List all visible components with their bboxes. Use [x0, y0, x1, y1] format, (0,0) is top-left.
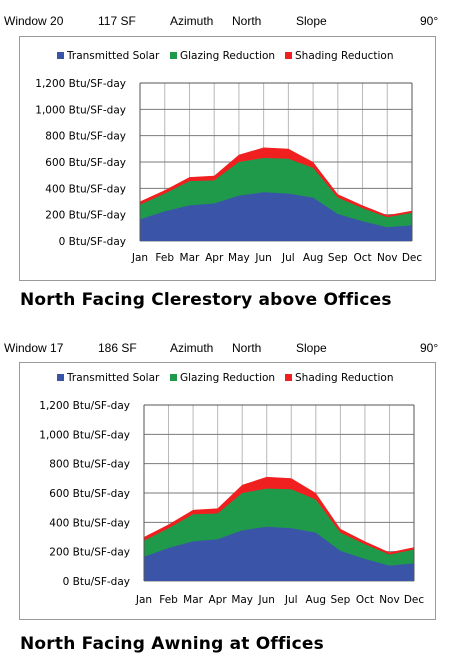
chart-caption-2: North Facing Awning at Offices — [20, 634, 324, 654]
azimuth-value: North — [232, 341, 262, 355]
legend-label: Transmitted Solar — [66, 372, 160, 384]
chart-caption-1: North Facing Clerestory above Offices — [20, 290, 392, 310]
legend-item: Glazing Reduction — [170, 50, 275, 62]
chart-2: Transmitted Solar Glazing Reduction Shadin… — [39, 372, 425, 606]
chart-panel-2: Transmitted Solar Glazing Reduction Shadin… — [19, 362, 436, 620]
window-area: 117 SF — [98, 14, 136, 28]
x-tick-label: Oct — [356, 594, 374, 606]
x-tick-label: Aug — [306, 594, 327, 606]
legend-swatch — [285, 52, 292, 59]
y-tick-label: 1,000 Btu/SF-day — [35, 104, 126, 116]
x-tick-label: Feb — [159, 594, 178, 606]
x-tick-label: Aug — [303, 252, 324, 264]
slope-label: Slope — [296, 341, 327, 355]
x-tick-label: Apr — [205, 252, 224, 264]
x-tick-label: Sep — [330, 594, 350, 606]
x-tick-label: Mar — [180, 252, 200, 264]
x-tick-label: Nov — [377, 252, 398, 264]
y-tick-label: 400 Btu/SF-day — [49, 517, 130, 529]
y-tick-label: 600 Btu/SF-day — [49, 488, 130, 500]
x-tick-label: May — [231, 594, 253, 606]
y-tick-label: 200 Btu/SF-day — [49, 547, 130, 559]
legend-label: Shading Reduction — [295, 50, 393, 62]
x-tick-label: Jun — [254, 252, 271, 264]
x-tick-label: Jan — [135, 594, 152, 606]
slope-value: 90° — [420, 14, 439, 28]
y-tick-label: 400 Btu/SF-day — [45, 183, 126, 195]
x-tick-label: Feb — [155, 252, 174, 264]
chart-panel-1: Transmitted Solar Glazing Reduction Shadin… — [19, 36, 436, 281]
x-tick-label: Mar — [183, 594, 203, 606]
y-tick-label: 600 Btu/SF-day — [45, 157, 126, 169]
x-tick-label: Dec — [402, 252, 423, 264]
legend-item: Transmitted Solar — [57, 50, 160, 62]
x-tick-label: Jul — [281, 252, 295, 264]
y-tick-label: 0 Btu/SF-day — [59, 236, 126, 248]
legend-item: Transmitted Solar — [57, 372, 160, 384]
legend-item: Glazing Reduction — [170, 372, 275, 384]
azimuth-label: Azimuth — [170, 14, 214, 28]
legend-swatch — [285, 374, 292, 381]
legend-label: Glazing Reduction — [180, 372, 275, 384]
slope-value: 90° — [420, 341, 439, 355]
y-tick-label: 1,200 Btu/SF-day — [39, 400, 130, 412]
window-name: Window 20 — [4, 14, 64, 28]
legend-item: Shading Reduction — [285, 50, 393, 62]
x-tick-label: Dec — [404, 594, 425, 606]
window-area: 186 SF — [98, 341, 137, 355]
legend-label: Shading Reduction — [295, 372, 393, 384]
x-tick-label: Jun — [258, 594, 275, 606]
y-tick-label: 200 Btu/SF-day — [45, 210, 126, 222]
x-tick-label: Sep — [328, 252, 348, 264]
x-tick-label: Jan — [131, 252, 148, 264]
x-tick-label: Apr — [209, 594, 228, 606]
x-tick-label: May — [228, 252, 250, 264]
legend-item: Shading Reduction — [285, 372, 393, 384]
legend-swatch — [57, 52, 64, 59]
series-area-transmitted-solar — [144, 526, 414, 581]
legend-label: Glazing Reduction — [180, 50, 275, 62]
x-tick-label: Oct — [353, 252, 371, 264]
legend-swatch — [170, 52, 177, 59]
y-tick-label: 800 Btu/SF-day — [45, 131, 126, 143]
chart-1: Transmitted Solar Glazing Reduction Shadin… — [35, 50, 423, 264]
window-name: Window 17 — [4, 341, 64, 355]
y-tick-label: 1,000 Btu/SF-day — [39, 429, 130, 441]
window-header-1: Window 20 117 SF Azimuth North Slope 90° — [0, 14, 450, 32]
y-tick-label: 800 Btu/SF-day — [49, 459, 130, 471]
window-header-2: Window 17 186 SF Azimuth North Slope 90° — [0, 341, 450, 359]
y-tick-label: 0 Btu/SF-day — [63, 576, 130, 588]
legend-swatch — [170, 374, 177, 381]
azimuth-value: North — [232, 14, 262, 28]
x-tick-label: Jul — [284, 594, 298, 606]
azimuth-label: Azimuth — [170, 341, 214, 355]
slope-label: Slope — [296, 14, 327, 28]
series-area-transmitted-solar — [140, 192, 412, 241]
x-tick-label: Nov — [379, 594, 400, 606]
legend-swatch — [57, 374, 64, 381]
y-tick-label: 1,200 Btu/SF-day — [35, 78, 126, 90]
legend-label: Transmitted Solar — [66, 50, 160, 62]
